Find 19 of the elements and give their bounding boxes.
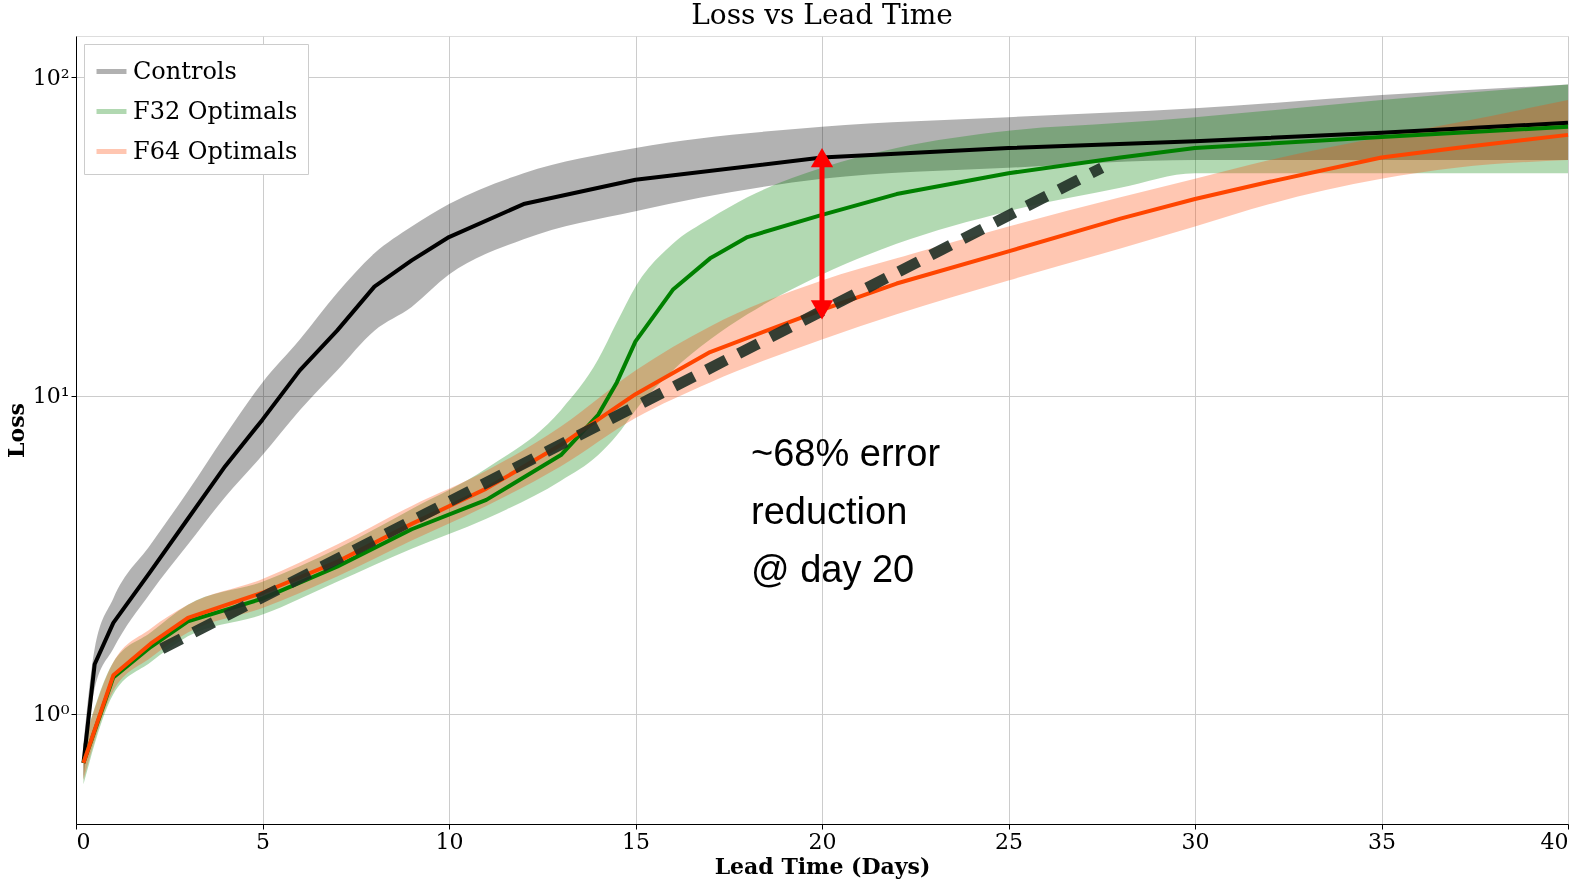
x-tick-label: 30 — [1181, 828, 1210, 854]
x-tick-label: 20 — [808, 828, 837, 854]
x-tick-label: 25 — [995, 828, 1023, 854]
x-tick-label: 5 — [256, 828, 270, 854]
y-tick-label: 10¹ — [32, 383, 70, 409]
x-tick-label: 35 — [1368, 828, 1396, 854]
y-tick-label: 10² — [32, 64, 70, 90]
legend-label: F32 Optimals — [133, 96, 298, 125]
legend-label: Controls — [133, 56, 237, 85]
x-tick-label: 0 — [76, 828, 91, 854]
x-tick-label: 15 — [622, 828, 650, 854]
y-tick-label: 10⁰ — [32, 701, 70, 727]
legend-label: F64 Optimals — [133, 136, 298, 165]
y-axis-title: Loss — [2, 403, 29, 458]
x-tick-label: 10 — [435, 828, 464, 854]
chart-title: Loss vs Lead Time — [691, 0, 953, 31]
x-tick-label: 40 — [1540, 828, 1569, 854]
x-axis-title: Lead Time (Days) — [714, 852, 931, 879]
annotation: ~68% error reduction @ day 20 — [751, 432, 941, 590]
